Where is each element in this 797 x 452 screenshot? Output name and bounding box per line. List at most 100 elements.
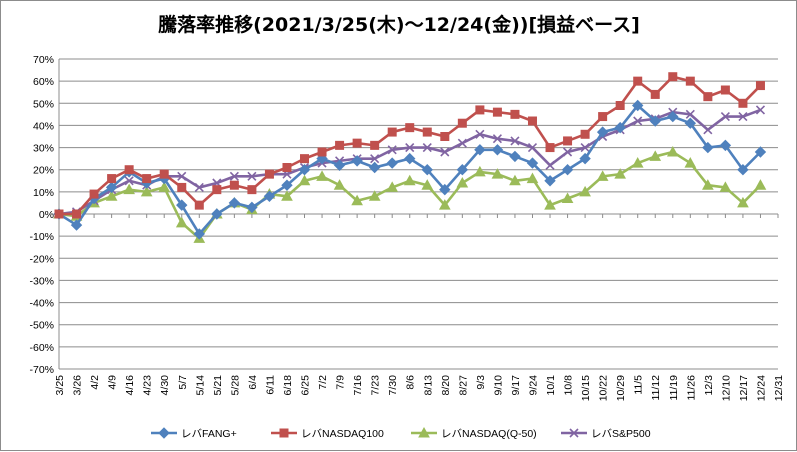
x-tick-label: 5/14 bbox=[194, 375, 206, 396]
x-tick-label: 3/26 bbox=[72, 375, 84, 396]
data-point bbox=[72, 209, 82, 219]
data-point bbox=[720, 112, 730, 122]
data-point bbox=[159, 169, 169, 179]
x-tick-label: 11/19 bbox=[668, 375, 680, 401]
x-tick-label: 10/8 bbox=[563, 375, 575, 396]
series-layer bbox=[53, 72, 767, 243]
data-point bbox=[421, 164, 433, 176]
data-point bbox=[754, 146, 767, 158]
data-point bbox=[333, 159, 346, 171]
data-point bbox=[719, 139, 732, 152]
x-tick-label: 9/24 bbox=[527, 375, 539, 396]
marker-stroke bbox=[229, 171, 239, 181]
x-tick-label: 4/16 bbox=[124, 375, 136, 396]
data-point bbox=[229, 180, 239, 190]
data-point bbox=[211, 208, 223, 220]
marker-stroke bbox=[527, 143, 538, 153]
data-point bbox=[492, 134, 502, 144]
data-point bbox=[474, 165, 486, 177]
legend: レバFANG+ レバNASDAQ100 レバNASDAQ(Q-50) レバS&P500 bbox=[151, 426, 651, 440]
axes: -70% -60% -50% -40% -30% -20% -10% 0% 10% 20% 30% 4… bbox=[29, 54, 785, 401]
data-point bbox=[720, 85, 730, 95]
series-1 bbox=[54, 72, 765, 219]
marker-stroke bbox=[194, 182, 204, 192]
legend-item: レバNASDAQ(Q-50) bbox=[411, 426, 537, 440]
data-point bbox=[422, 143, 432, 153]
marker-stroke bbox=[247, 171, 257, 181]
marker-stroke bbox=[703, 125, 713, 135]
data-point bbox=[247, 171, 257, 181]
y-tick-label: 40% bbox=[33, 120, 54, 132]
data-point bbox=[351, 155, 363, 167]
data-point bbox=[738, 98, 748, 108]
x-tick-label: 12/3 bbox=[703, 375, 715, 396]
data-point bbox=[475, 129, 485, 139]
marker-stroke bbox=[633, 116, 643, 126]
legend-item: レバNASDAQ100 bbox=[271, 428, 384, 440]
x-tick-label: 11/26 bbox=[685, 375, 697, 401]
data-point bbox=[685, 76, 695, 86]
data-point bbox=[351, 194, 363, 206]
data-point bbox=[298, 164, 311, 176]
x-tick-label: 11/5 bbox=[633, 375, 645, 395]
data-point bbox=[247, 185, 257, 195]
data-point bbox=[386, 157, 398, 169]
data-point bbox=[561, 192, 574, 203]
data-point bbox=[509, 150, 521, 163]
data-point bbox=[649, 115, 661, 127]
series-0 bbox=[53, 99, 767, 240]
x-tick-label: 11/12 bbox=[650, 375, 662, 401]
data-point bbox=[456, 164, 469, 176]
data-point bbox=[598, 112, 608, 122]
gridlines bbox=[59, 58, 778, 370]
data-point bbox=[650, 89, 660, 99]
data-point bbox=[264, 169, 274, 179]
marker-stroke bbox=[755, 105, 766, 115]
marker-stroke bbox=[545, 160, 555, 170]
y-tick-label: 50% bbox=[33, 98, 54, 110]
data-point bbox=[510, 136, 520, 146]
x-tick-label: 12/10 bbox=[720, 375, 732, 401]
x-tick-label: 4/30 bbox=[159, 375, 171, 396]
data-point bbox=[755, 81, 765, 91]
x-tick-label: 8/27 bbox=[457, 375, 469, 396]
data-point bbox=[474, 144, 486, 156]
data-point bbox=[335, 140, 345, 150]
data-point bbox=[386, 181, 399, 192]
data-point bbox=[456, 176, 469, 188]
x-tick-label: 6/18 bbox=[282, 375, 294, 396]
data-point bbox=[281, 190, 293, 201]
data-point bbox=[368, 161, 381, 174]
data-point bbox=[633, 116, 643, 126]
data-point bbox=[70, 219, 83, 231]
data-point bbox=[684, 157, 697, 168]
data-point bbox=[738, 112, 748, 122]
y-tick-label: -70% bbox=[29, 364, 54, 376]
data-point bbox=[527, 143, 538, 153]
data-point bbox=[405, 143, 415, 153]
x-tick-label: 7/2 bbox=[317, 375, 329, 390]
data-point bbox=[702, 141, 714, 154]
data-point bbox=[263, 190, 276, 202]
data-point bbox=[229, 171, 239, 181]
marker-stroke bbox=[685, 109, 695, 119]
data-point bbox=[596, 126, 609, 138]
data-point bbox=[193, 228, 205, 240]
x-tick-label: 10/29 bbox=[615, 375, 627, 401]
data-point bbox=[418, 426, 430, 438]
x-tick-label: 10/15 bbox=[580, 375, 592, 401]
x-tick-label: 4/23 bbox=[142, 375, 154, 396]
x-tick-label: 8/13 bbox=[422, 375, 434, 396]
data-point bbox=[561, 164, 574, 176]
x-tick-label: 5/21 bbox=[212, 375, 224, 396]
x-tick-label: 7/9 bbox=[335, 375, 347, 390]
marker-stroke bbox=[405, 143, 415, 153]
marker-stroke bbox=[457, 138, 467, 148]
data-point bbox=[387, 145, 397, 155]
marker-stroke bbox=[510, 136, 520, 146]
data-point bbox=[562, 147, 573, 157]
x-tick-label: 6/4 bbox=[247, 375, 259, 390]
data-point bbox=[176, 199, 188, 211]
y-tick-label: -50% bbox=[29, 320, 54, 332]
